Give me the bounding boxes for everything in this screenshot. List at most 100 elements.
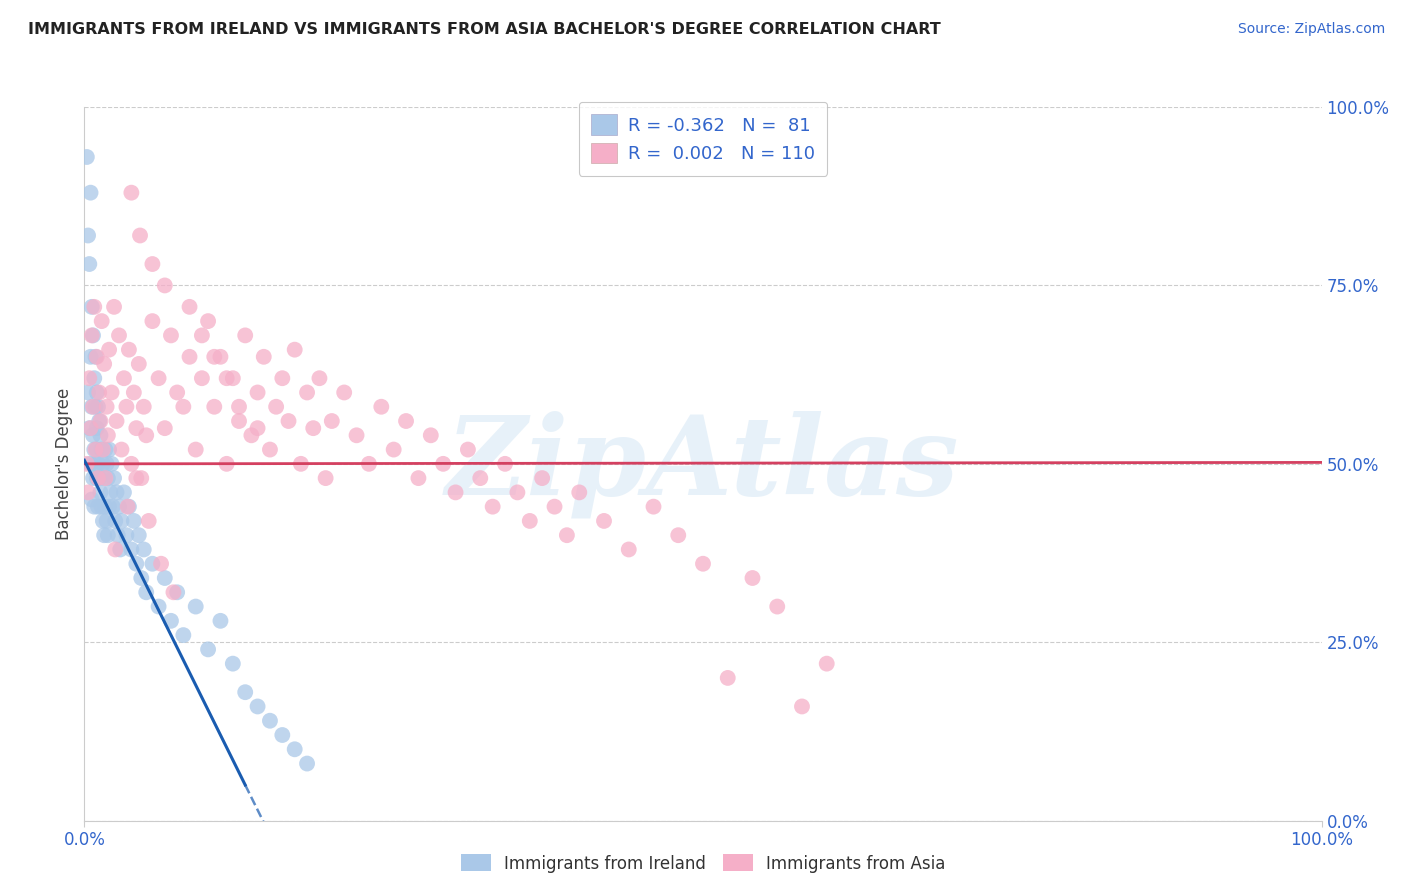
Point — [290, 457, 312, 471]
Point — [357, 457, 380, 471]
Point — [117, 500, 139, 514]
Point — [100, 385, 122, 400]
Point — [766, 599, 789, 614]
Y-axis label: Bachelor's Degree: Bachelor's Degree — [55, 388, 73, 540]
Point — [643, 500, 665, 514]
Point — [105, 485, 128, 500]
Point — [222, 657, 245, 671]
Point — [83, 300, 105, 314]
Point — [89, 414, 111, 428]
Point — [94, 500, 117, 514]
Point — [308, 371, 330, 385]
Point — [97, 428, 120, 442]
Point — [98, 343, 121, 357]
Point — [96, 457, 118, 471]
Point — [233, 328, 256, 343]
Point — [370, 400, 392, 414]
Point — [141, 257, 163, 271]
Legend: Immigrants from Ireland, Immigrants from Asia: Immigrants from Ireland, Immigrants from… — [454, 847, 952, 880]
Point — [100, 457, 122, 471]
Point — [295, 385, 318, 400]
Point — [90, 442, 112, 457]
Point — [197, 642, 219, 657]
Point — [470, 471, 492, 485]
Point — [83, 442, 105, 457]
Point — [101, 500, 124, 514]
Point — [222, 371, 245, 385]
Point — [202, 400, 225, 414]
Point — [93, 471, 115, 485]
Point — [84, 442, 107, 457]
Point — [128, 528, 150, 542]
Point — [233, 685, 256, 699]
Point — [118, 500, 141, 514]
Point — [112, 485, 135, 500]
Point — [457, 442, 479, 457]
Point — [76, 457, 98, 471]
Point — [160, 328, 183, 343]
Point — [209, 350, 232, 364]
Point — [135, 585, 157, 599]
Point — [105, 414, 128, 428]
Point — [82, 428, 104, 442]
Point — [79, 457, 101, 471]
Point — [103, 471, 125, 485]
Point — [91, 457, 114, 471]
Point — [91, 442, 114, 457]
Point — [172, 400, 194, 414]
Point — [148, 371, 170, 385]
Point — [84, 457, 107, 471]
Point — [141, 557, 163, 571]
Point — [160, 614, 183, 628]
Point — [77, 485, 100, 500]
Point — [543, 500, 565, 514]
Point — [253, 350, 276, 364]
Point — [83, 371, 105, 385]
Point — [129, 571, 152, 585]
Point — [179, 300, 201, 314]
Point — [132, 400, 155, 414]
Point — [141, 314, 163, 328]
Point — [87, 457, 110, 471]
Point — [79, 421, 101, 435]
Point — [162, 585, 184, 599]
Point — [80, 492, 103, 507]
Point — [166, 585, 188, 599]
Point — [86, 442, 108, 457]
Point — [179, 350, 201, 364]
Point — [568, 485, 591, 500]
Point — [191, 371, 214, 385]
Point — [333, 385, 356, 400]
Point — [110, 514, 132, 528]
Point — [89, 414, 111, 428]
Point — [246, 699, 269, 714]
Point — [741, 571, 763, 585]
Point — [228, 414, 250, 428]
Point — [79, 186, 101, 200]
Point — [98, 485, 121, 500]
Point — [107, 528, 129, 542]
Point — [138, 514, 160, 528]
Point — [277, 414, 299, 428]
Point — [153, 421, 176, 435]
Point — [80, 400, 103, 414]
Point — [284, 742, 307, 756]
Point — [692, 557, 714, 571]
Point — [79, 371, 101, 385]
Point — [108, 328, 131, 343]
Point — [666, 528, 689, 542]
Point — [481, 500, 503, 514]
Point — [80, 328, 103, 343]
Point — [202, 350, 225, 364]
Point — [93, 528, 115, 542]
Point — [89, 485, 111, 500]
Point — [295, 756, 318, 771]
Point — [112, 371, 135, 385]
Point — [87, 471, 110, 485]
Point — [815, 657, 838, 671]
Point — [93, 357, 115, 371]
Point — [104, 514, 127, 528]
Point — [115, 400, 138, 414]
Point — [228, 400, 250, 414]
Point — [432, 457, 454, 471]
